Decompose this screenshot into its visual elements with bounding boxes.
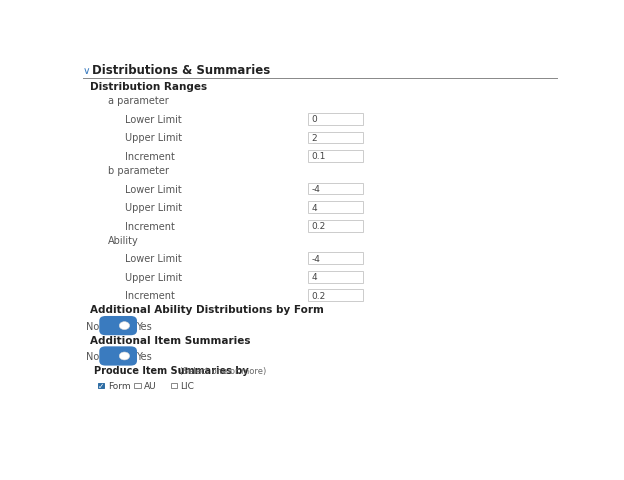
- Text: Increment: Increment: [125, 290, 175, 300]
- Text: Lower Limit: Lower Limit: [125, 115, 182, 125]
- Circle shape: [119, 322, 130, 330]
- Text: ✓: ✓: [98, 381, 104, 390]
- Text: Form: Form: [108, 381, 130, 390]
- Text: AU: AU: [144, 381, 157, 390]
- Text: Upper Limit: Upper Limit: [125, 203, 182, 213]
- Text: (Select one or more): (Select one or more): [177, 366, 266, 375]
- Text: Increment: Increment: [125, 152, 175, 162]
- Text: Additional Item Summaries: Additional Item Summaries: [90, 335, 251, 345]
- Text: 0.2: 0.2: [311, 222, 325, 230]
- Text: a parameter: a parameter: [108, 96, 168, 106]
- Text: Increment: Increment: [125, 221, 175, 231]
- Text: 0: 0: [311, 115, 317, 124]
- Text: 0.2: 0.2: [311, 291, 325, 300]
- Text: Upper Limit: Upper Limit: [125, 272, 182, 282]
- FancyBboxPatch shape: [308, 253, 363, 264]
- Text: No: No: [85, 321, 99, 331]
- Text: Lower Limit: Lower Limit: [125, 253, 182, 264]
- FancyBboxPatch shape: [308, 132, 363, 144]
- Text: LIC: LIC: [180, 381, 194, 390]
- Text: Lower Limit: Lower Limit: [125, 184, 182, 194]
- Text: Produce Item Summaries by: Produce Item Summaries by: [94, 365, 249, 375]
- FancyBboxPatch shape: [134, 384, 140, 388]
- Text: b parameter: b parameter: [108, 166, 169, 176]
- FancyBboxPatch shape: [308, 290, 363, 301]
- FancyBboxPatch shape: [308, 202, 363, 214]
- Text: 0.1: 0.1: [311, 152, 326, 161]
- Text: Distribution Ranges: Distribution Ranges: [90, 82, 207, 92]
- Text: -4: -4: [311, 254, 320, 263]
- Text: Yes: Yes: [135, 321, 151, 331]
- FancyBboxPatch shape: [308, 114, 363, 126]
- Text: 4: 4: [311, 203, 317, 212]
- Text: Upper Limit: Upper Limit: [125, 133, 182, 143]
- FancyBboxPatch shape: [98, 384, 104, 388]
- Text: 2: 2: [311, 134, 317, 143]
- Text: Ability: Ability: [108, 235, 139, 245]
- Text: Distributions & Summaries: Distributions & Summaries: [92, 64, 270, 77]
- FancyBboxPatch shape: [99, 347, 137, 366]
- Text: -4: -4: [311, 185, 320, 193]
- Text: Yes: Yes: [135, 351, 151, 361]
- FancyBboxPatch shape: [99, 316, 137, 336]
- FancyBboxPatch shape: [308, 183, 363, 195]
- Text: No: No: [85, 351, 99, 361]
- FancyBboxPatch shape: [170, 384, 177, 388]
- FancyBboxPatch shape: [308, 220, 363, 232]
- Text: Additional Ability Distributions by Form: Additional Ability Distributions by Form: [90, 305, 324, 315]
- Text: 4: 4: [311, 273, 317, 282]
- FancyBboxPatch shape: [308, 151, 363, 163]
- Text: ∨: ∨: [83, 66, 90, 75]
- Circle shape: [119, 352, 130, 360]
- FancyBboxPatch shape: [308, 271, 363, 283]
